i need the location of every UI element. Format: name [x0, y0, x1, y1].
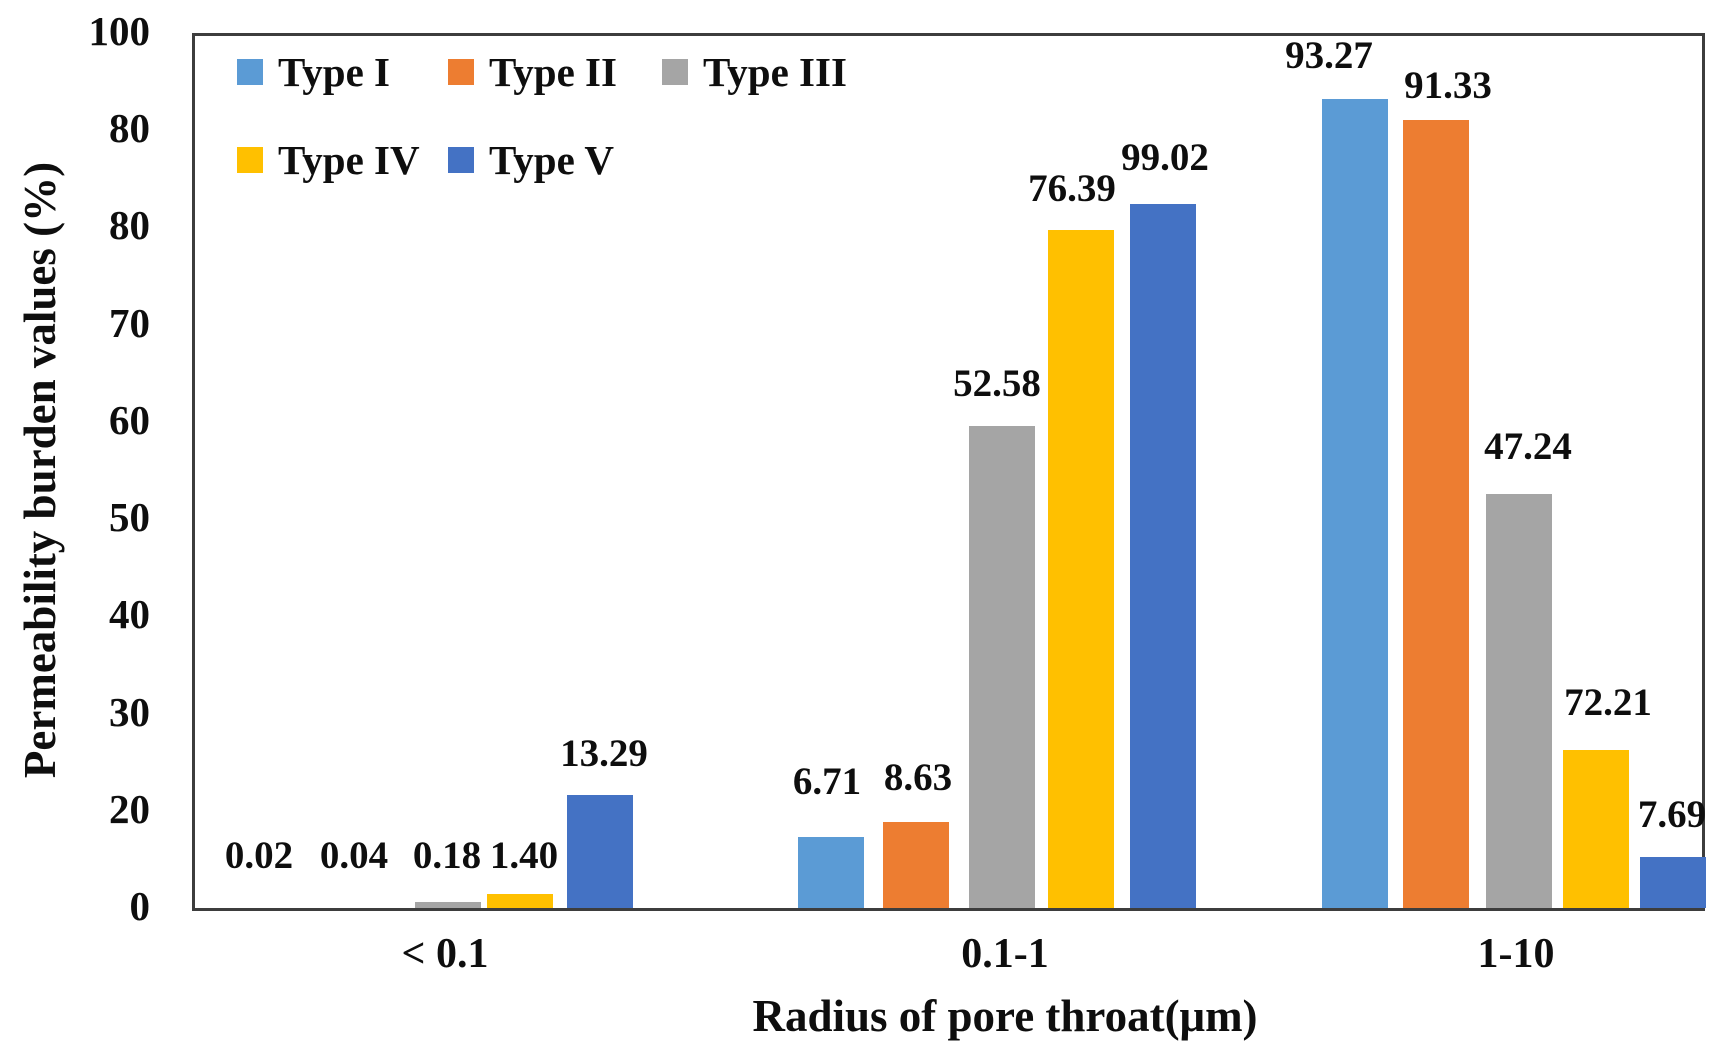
- value-label-type-i-<-0.1: 0.02: [224, 834, 294, 877]
- legend-label-type-v: Type V: [489, 137, 614, 183]
- legend-item-type-i: Type I: [237, 48, 390, 96]
- y-tick-label-0: 100: [88, 8, 151, 54]
- bar-type-v-<-0.1: [567, 795, 633, 908]
- bar-type-ii-1-10: [1403, 120, 1469, 908]
- bar-type-ii-0.1-1: [883, 822, 949, 908]
- bar-type-iii-<-0.1: [415, 902, 481, 908]
- legend-item-type-ii: Type II: [448, 48, 617, 96]
- x-category-label-<-0.1: < 0.1: [401, 931, 489, 977]
- bar-type-v-0.1-1: [1130, 204, 1196, 908]
- bar-type-iii-1-10: [1486, 494, 1552, 908]
- legend-item-type-iii: Type III: [662, 48, 847, 96]
- bar-type-iv-<-0.1: [487, 894, 553, 908]
- value-label-type-iv-<-0.1: 1.40: [489, 834, 559, 877]
- bar-type-iv-0.1-1: [1048, 230, 1114, 908]
- y-tick-label-9: 0: [129, 883, 151, 929]
- y-tick-label-4: 60: [109, 396, 150, 443]
- y-tick-label-3: 70: [109, 299, 150, 346]
- y-tick-label-6: 40: [109, 591, 150, 638]
- y-axis-title: Permeability burden values (%): [15, 161, 65, 779]
- legend-item-type-v: Type V: [448, 136, 614, 184]
- y-tick-label-5: 50: [109, 494, 150, 541]
- legend-swatch-type-v: [448, 147, 474, 173]
- value-label-type-i-1-10: 93.27: [1285, 34, 1373, 77]
- value-label-type-v-0.1-1: 99.02: [1121, 136, 1209, 179]
- x-axis-title: Radius of pore throat(μm): [752, 991, 1258, 1041]
- y-tick-label-7: 30: [109, 688, 150, 735]
- plot-area-border: [192, 33, 1705, 911]
- value-label-type-iv-1-10: 72.21: [1564, 681, 1652, 724]
- value-label-type-ii-<-0.1: 0.04: [319, 834, 389, 877]
- value-label-type-i-0.1-1: 6.71: [792, 760, 862, 803]
- bar-type-iii-0.1-1: [969, 426, 1035, 908]
- y-tick-label-1: 80: [109, 105, 150, 152]
- legend-label-type-iv: Type IV: [278, 137, 420, 183]
- y-tick-label-8: 20: [109, 785, 150, 832]
- x-category-label-0.1-1: 0.1-1: [961, 931, 1049, 977]
- value-label-type-iii-0.1-1: 52.58: [953, 362, 1041, 405]
- legend-label-type-i: Type I: [278, 49, 391, 95]
- bar-type-v-1-10: [1640, 857, 1706, 908]
- bar-type-iv-1-10: [1563, 750, 1629, 908]
- value-label-type-iii-1-10: 47.24: [1484, 425, 1572, 468]
- value-label-type-ii-0.1-1: 8.63: [883, 756, 953, 799]
- legend-label-type-ii: Type II: [489, 49, 617, 95]
- y-tick-label-2: 80: [109, 202, 150, 249]
- value-label-type-iv-0.1-1: 76.39: [1028, 167, 1116, 210]
- legend-swatch-type-iv: [237, 147, 263, 173]
- legend-swatch-type-ii: [448, 59, 474, 85]
- legend-item-type-iv: Type IV: [237, 136, 420, 184]
- value-label-type-iii-<-0.1: 0.18: [412, 834, 482, 877]
- x-category-label-1-10: 1-10: [1477, 931, 1555, 977]
- value-label-type-ii-1-10: 91.33: [1404, 64, 1492, 107]
- legend-swatch-type-iii: [662, 59, 688, 85]
- legend-label-type-iii: Type III: [703, 49, 847, 95]
- legend-swatch-type-i: [237, 59, 263, 85]
- bar-type-i-0.1-1: [798, 837, 864, 908]
- bar-type-i-1-10: [1322, 99, 1388, 908]
- value-label-type-v-<-0.1: 13.29: [560, 732, 648, 775]
- value-label-type-v-1-10: 7.69: [1637, 793, 1707, 836]
